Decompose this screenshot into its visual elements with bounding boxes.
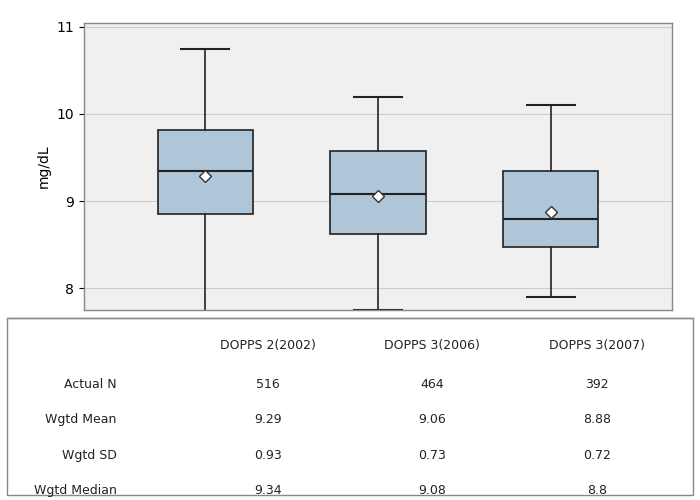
- PathPatch shape: [503, 170, 598, 248]
- Y-axis label: mg/dL: mg/dL: [37, 144, 51, 188]
- Text: DOPPS 3(2006): DOPPS 3(2006): [384, 339, 480, 352]
- Text: 8.88: 8.88: [583, 414, 611, 426]
- Text: 392: 392: [585, 378, 609, 391]
- Text: Wgtd Median: Wgtd Median: [34, 484, 117, 498]
- Text: DOPPS 2(2002): DOPPS 2(2002): [220, 339, 316, 352]
- PathPatch shape: [158, 130, 253, 214]
- Text: 9.06: 9.06: [419, 414, 446, 426]
- Text: 9.08: 9.08: [419, 484, 447, 498]
- Text: 9.34: 9.34: [254, 484, 281, 498]
- PathPatch shape: [330, 150, 426, 234]
- Text: 9.29: 9.29: [254, 414, 281, 426]
- Text: 0.93: 0.93: [254, 449, 281, 462]
- Text: Wgtd SD: Wgtd SD: [62, 449, 117, 462]
- Text: 516: 516: [256, 378, 279, 391]
- Text: DOPPS 3(2007): DOPPS 3(2007): [549, 339, 645, 352]
- Text: 0.72: 0.72: [583, 449, 611, 462]
- Text: 8.8: 8.8: [587, 484, 607, 498]
- Text: Actual N: Actual N: [64, 378, 117, 391]
- Text: 0.73: 0.73: [419, 449, 447, 462]
- Text: 464: 464: [421, 378, 444, 391]
- Text: Wgtd Mean: Wgtd Mean: [46, 414, 117, 426]
